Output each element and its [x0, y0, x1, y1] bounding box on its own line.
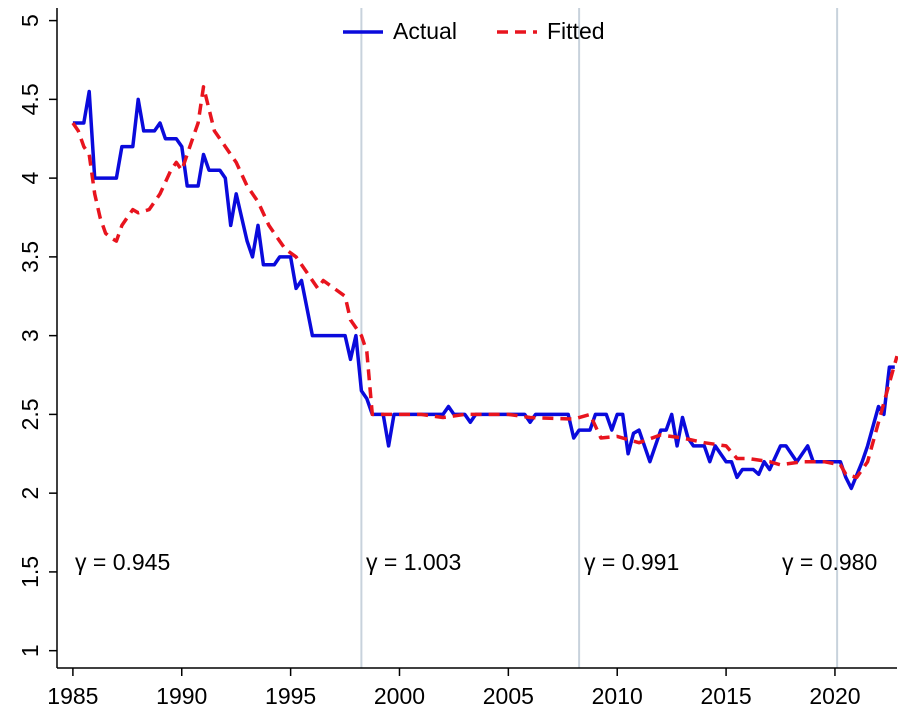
y-tick-label: 2.5	[17, 398, 43, 430]
y-tick-label: 1	[17, 644, 43, 657]
annotation: γ = 0.945	[75, 549, 170, 575]
legend-label: Actual	[393, 18, 457, 44]
legend-label: Fitted	[547, 18, 605, 44]
series-line	[71, 85, 898, 480]
y-tick-label: 5	[17, 14, 43, 27]
series-line	[72, 89, 895, 491]
y-tick-label: 4.5	[17, 83, 43, 115]
y-tick-label: 3.5	[17, 241, 43, 273]
y-tick-label: 4	[17, 172, 43, 185]
x-tick-label: 2000	[374, 683, 425, 709]
x-tick-label: 1985	[47, 683, 98, 709]
y-tick-label: 1.5	[17, 556, 43, 588]
y-tick-label: 2	[17, 487, 43, 500]
y-tick-label: 3	[17, 329, 43, 342]
x-tick-label: 2020	[809, 683, 860, 709]
annotation: γ = 0.980	[782, 549, 877, 575]
annotation: γ = 0.991	[584, 549, 679, 575]
x-tick-label: 2010	[592, 683, 643, 709]
x-tick-label: 2015	[700, 683, 751, 709]
x-tick-label: 1990	[156, 683, 207, 709]
x-tick-label: 1995	[265, 683, 316, 709]
x-tick-label: 2005	[483, 683, 534, 709]
annotation: γ = 1.003	[366, 549, 461, 575]
